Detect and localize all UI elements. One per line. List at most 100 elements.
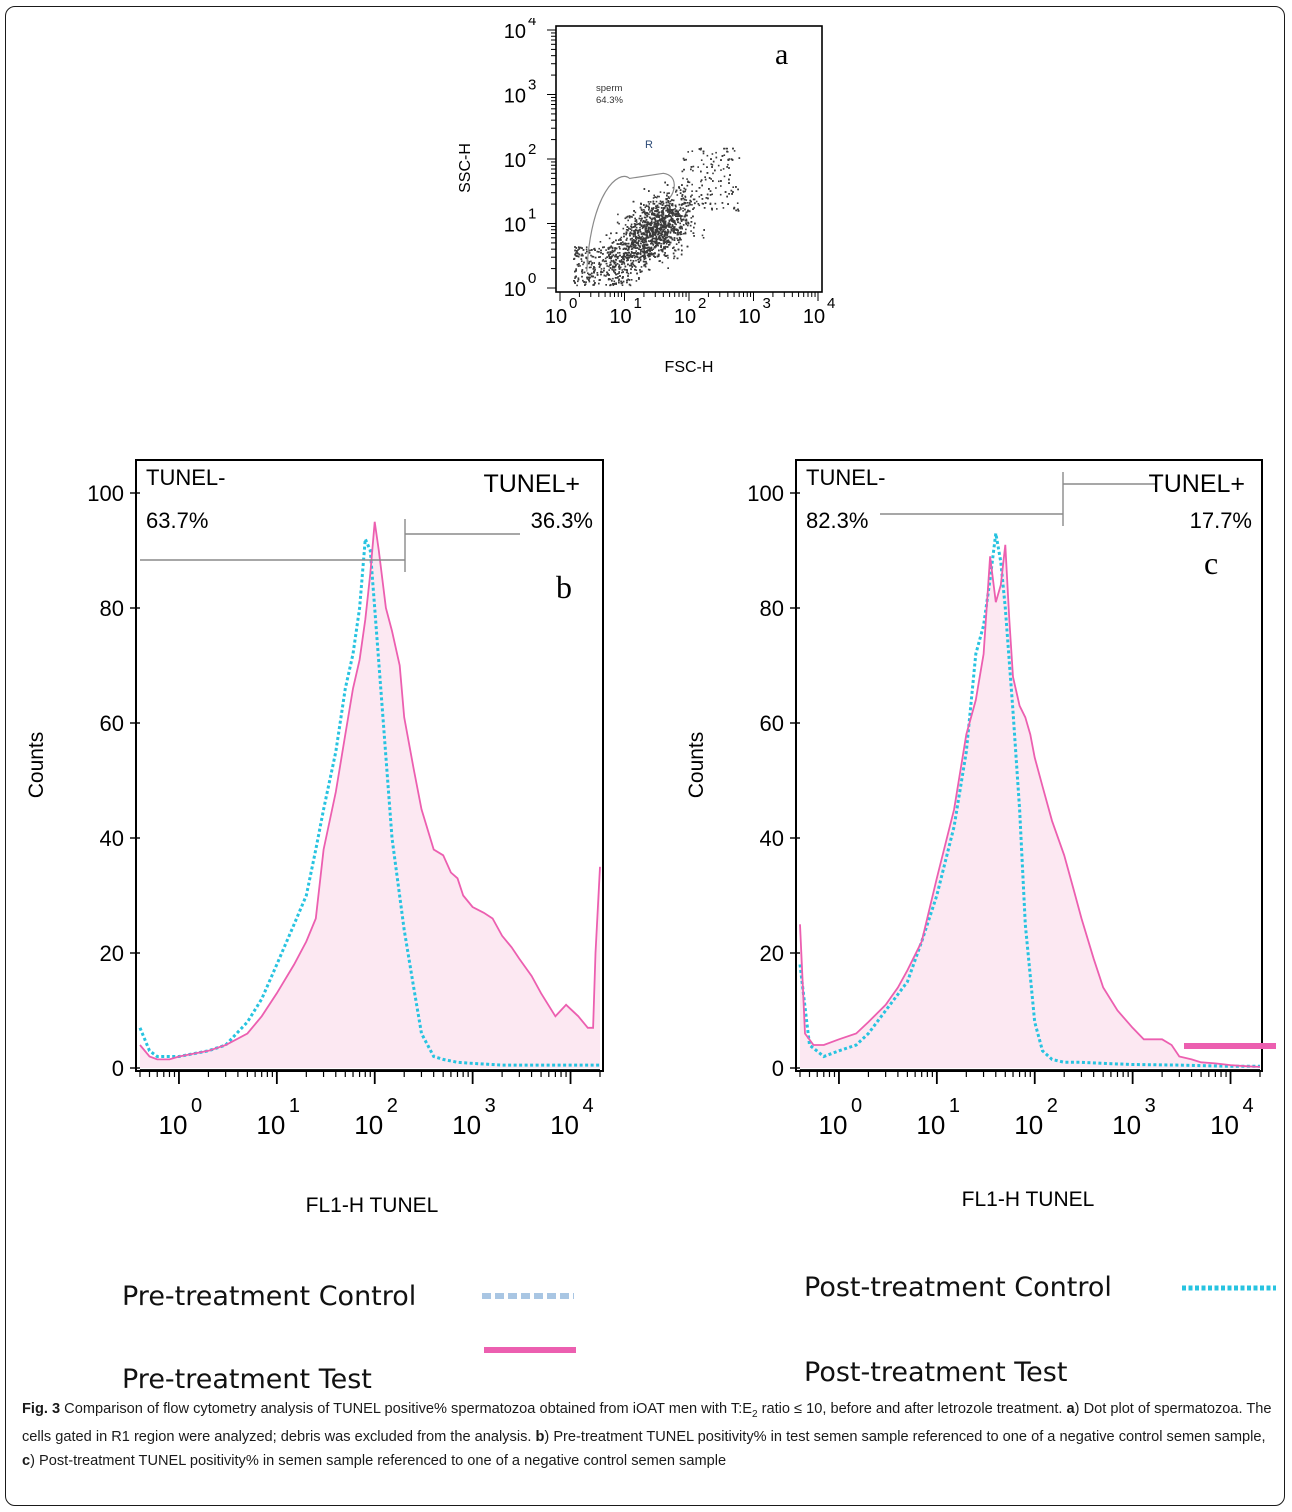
x-tick-label: 10 bbox=[1210, 1110, 1239, 1140]
event-dot bbox=[640, 220, 642, 222]
event-dot bbox=[690, 217, 693, 219]
event-dot bbox=[629, 253, 632, 255]
event-dot bbox=[618, 222, 620, 225]
event-dot bbox=[588, 266, 591, 269]
event-dot bbox=[733, 207, 735, 210]
event-dot bbox=[659, 200, 662, 202]
event-dot bbox=[689, 224, 692, 227]
event-dot bbox=[656, 230, 658, 232]
event-dot bbox=[612, 259, 615, 262]
event-dot bbox=[639, 253, 642, 255]
event-dot bbox=[589, 273, 592, 276]
y-tick-label: 20 bbox=[100, 941, 124, 966]
event-dot bbox=[657, 253, 660, 256]
event-dot bbox=[631, 247, 634, 250]
caption-intro: Comparison of flow cytometry analysis of… bbox=[64, 1401, 752, 1417]
event-dot bbox=[651, 233, 654, 236]
event-dot bbox=[671, 219, 673, 222]
event-dot bbox=[661, 236, 664, 238]
event-dot bbox=[634, 240, 636, 242]
tunel-positive-label-b: TUNEL+ bbox=[483, 470, 580, 498]
event-dot bbox=[617, 252, 619, 254]
event-dot bbox=[673, 228, 676, 231]
event-dot bbox=[634, 225, 636, 227]
event-dot bbox=[627, 248, 630, 251]
event-dot bbox=[711, 193, 713, 196]
event-dot bbox=[626, 258, 629, 260]
event-dot bbox=[647, 236, 650, 239]
event-dot bbox=[577, 280, 579, 283]
event-dot bbox=[681, 170, 684, 173]
event-dot bbox=[672, 221, 675, 224]
event-dot bbox=[620, 259, 623, 261]
event-dot bbox=[649, 249, 651, 251]
event-dot bbox=[672, 219, 675, 222]
ssc-tick-label: 10 bbox=[504, 279, 526, 301]
event-dot bbox=[665, 201, 668, 204]
event-dot bbox=[676, 194, 679, 196]
event-dot bbox=[711, 207, 713, 210]
event-dot bbox=[583, 271, 586, 274]
post-test-curve bbox=[799, 544, 1261, 1068]
histogram-panel-b: TUNEL- 63.7% TUNEL+ 36.3% b 020406080100… bbox=[25, 459, 604, 1217]
event-dot bbox=[643, 216, 646, 219]
event-dot bbox=[680, 238, 682, 241]
event-dot bbox=[609, 284, 611, 287]
event-dot bbox=[650, 242, 652, 245]
event-dot bbox=[659, 221, 662, 223]
event-dot bbox=[635, 242, 638, 244]
event-dot bbox=[653, 237, 655, 240]
event-dot bbox=[684, 231, 687, 234]
event-dot bbox=[621, 277, 624, 279]
event-dot bbox=[647, 229, 650, 231]
event-dot bbox=[675, 243, 678, 245]
event-dot bbox=[618, 260, 621, 262]
event-dot bbox=[580, 258, 583, 260]
event-dot bbox=[635, 236, 638, 238]
event-dot bbox=[622, 252, 625, 255]
event-dot bbox=[692, 215, 694, 218]
event-dot bbox=[642, 260, 645, 263]
y-tick-label: 100 bbox=[747, 481, 784, 506]
event-dot bbox=[631, 240, 634, 242]
event-dot bbox=[680, 198, 683, 201]
event-dot bbox=[652, 248, 655, 250]
event-dot bbox=[654, 252, 656, 255]
event-dot bbox=[680, 231, 682, 233]
event-dot bbox=[653, 240, 656, 243]
event-dot bbox=[624, 251, 627, 254]
histogram-frame-b bbox=[135, 459, 604, 1072]
event-dot bbox=[664, 233, 666, 236]
event-dot bbox=[646, 214, 648, 217]
event-dot bbox=[634, 231, 636, 234]
event-dot bbox=[660, 239, 662, 241]
event-dot bbox=[720, 159, 722, 161]
event-dot bbox=[655, 209, 658, 212]
event-dot bbox=[679, 192, 682, 194]
event-dot bbox=[574, 270, 576, 273]
event-dot bbox=[603, 260, 606, 263]
event-dot bbox=[611, 268, 613, 271]
event-dot bbox=[678, 203, 681, 206]
ssc-tick-label: 10 bbox=[504, 21, 526, 43]
event-dot bbox=[662, 240, 665, 242]
event-dot bbox=[668, 213, 670, 216]
event-dot bbox=[655, 236, 658, 238]
event-dot bbox=[726, 150, 728, 153]
event-dot bbox=[679, 214, 681, 217]
event-dot bbox=[650, 220, 653, 223]
event-dot bbox=[648, 240, 650, 242]
event-dot bbox=[665, 215, 667, 218]
event-dot bbox=[679, 222, 681, 225]
event-dot bbox=[587, 273, 590, 276]
event-dot bbox=[641, 232, 643, 235]
event-dot bbox=[645, 243, 647, 246]
caption-text-a: ) Dot plot of spermatozoa. The cells gat… bbox=[22, 1401, 1272, 1446]
event-dot bbox=[657, 227, 660, 230]
event-dot bbox=[687, 204, 690, 207]
event-dot bbox=[693, 235, 695, 237]
event-dot bbox=[645, 247, 647, 250]
event-dot bbox=[693, 207, 695, 209]
caption-text-b: ) Pre-treatment TUNEL positivity% in tes… bbox=[544, 1429, 1266, 1446]
event-dot bbox=[639, 256, 642, 259]
